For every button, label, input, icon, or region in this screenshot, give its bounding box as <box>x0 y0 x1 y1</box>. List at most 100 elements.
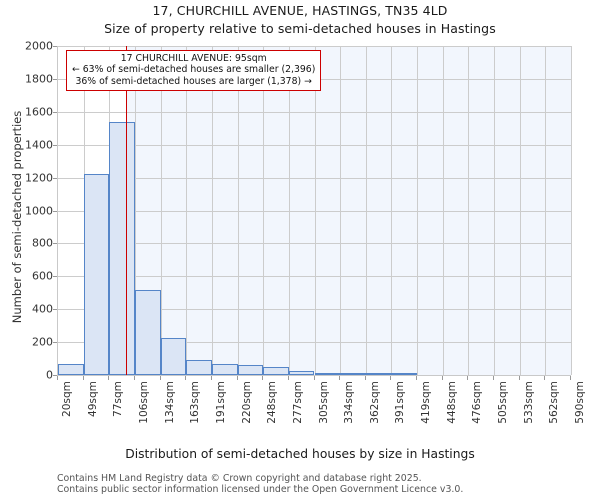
gridline-vertical <box>545 46 547 375</box>
y-axis-tick-mark <box>53 78 57 80</box>
x-axis-tick-label: 590sqm <box>574 381 586 424</box>
annotation-box: 17 CHURCHILL AVENUE: 95sqm ← 63% of semi… <box>66 50 322 92</box>
y-axis-tick-label: 1400 <box>25 138 53 152</box>
gridline-vertical <box>186 46 188 375</box>
bar <box>314 373 341 375</box>
y-axis-tick-label: 800 <box>32 236 53 250</box>
y-axis-tick-label: 1200 <box>25 171 53 185</box>
x-axis-tick-mark <box>518 376 520 380</box>
bar <box>391 373 418 375</box>
gridline-vertical <box>417 46 419 375</box>
gridline-vertical <box>571 46 572 375</box>
y-axis-tick-mark <box>53 111 57 113</box>
annotation-line-3: 36% of semi-detached houses are larger (… <box>75 75 312 87</box>
x-axis-tick-mark <box>287 376 289 380</box>
x-axis-tick-label: 277sqm <box>291 381 304 424</box>
x-axis-tick-mark <box>185 376 187 380</box>
x-axis-tick-mark <box>364 376 366 380</box>
y-axis-tick-mark <box>53 276 57 278</box>
bar <box>340 373 366 375</box>
x-axis-tick-label: 20sqm <box>61 381 73 418</box>
y-axis-tick-mark <box>53 309 57 311</box>
x-axis-tick-mark <box>339 376 341 380</box>
property-marker-line <box>125 46 128 375</box>
gridline-vertical <box>237 46 239 375</box>
y-axis-tick-mark <box>53 243 57 245</box>
footer-line-2: Contains public sector information licen… <box>57 484 464 496</box>
gridline-vertical <box>263 46 265 375</box>
gridline-vertical <box>211 46 213 375</box>
bar <box>134 289 161 375</box>
x-axis-tick-label: 248sqm <box>266 381 279 424</box>
bar <box>160 338 187 375</box>
x-axis-tick-mark <box>159 376 161 380</box>
y-axis-tick-label: 200 <box>32 335 53 349</box>
x-axis-tick-label: 362sqm <box>368 381 381 424</box>
y-axis-tick-label: 0 <box>46 368 53 382</box>
bar <box>211 363 238 375</box>
bar <box>186 360 212 375</box>
x-axis-tick-mark <box>493 376 495 380</box>
x-axis-tick-mark <box>210 376 212 380</box>
x-axis-tick-label: 419sqm <box>420 381 433 424</box>
gridline-vertical <box>468 46 470 375</box>
bar <box>365 373 392 375</box>
plot-area <box>57 46 572 376</box>
gridline-vertical <box>494 46 496 375</box>
x-axis-tick-label: 77sqm <box>112 381 125 418</box>
bar-series <box>58 46 571 375</box>
x-axis-tick-label: 106sqm <box>137 381 150 424</box>
y-axis-tick-label: 1000 <box>25 204 53 217</box>
x-axis-tick-label: 163sqm <box>189 381 202 424</box>
x-axis-tick-mark <box>82 376 84 380</box>
gridline-vertical <box>160 46 162 375</box>
x-axis-tick-label: 134sqm <box>163 381 176 424</box>
x-axis-tick-mark <box>441 376 443 380</box>
x-axis-tick-label: 305sqm <box>317 381 330 424</box>
x-axis-tick-mark <box>313 376 315 380</box>
x-axis-tick-mark <box>467 376 469 380</box>
gridline-vertical <box>365 46 367 375</box>
annotation-line-1: 17 CHURCHILL AVENUE: 95sqm <box>120 53 267 64</box>
gridline-vertical <box>314 46 316 375</box>
x-axis-tick-mark <box>262 376 264 380</box>
y-axis: Number of semi-detached properties 0 200 4… <box>0 0 57 500</box>
y-axis-tick-mark <box>53 375 57 376</box>
y-axis-tick-label: 1600 <box>25 105 53 119</box>
footer-line-1: Contains HM Land Registry data © Crown c… <box>57 473 422 484</box>
x-axis-tick-label: 391sqm <box>394 381 407 424</box>
gridline-vertical <box>134 46 136 375</box>
x-axis-tick-mark <box>544 376 546 380</box>
gridline-vertical <box>340 46 342 375</box>
x-axis-tick-label: 533sqm <box>522 381 535 424</box>
x-axis-tick-label: 191sqm <box>214 381 227 424</box>
x-axis-label: Distribution of semi-detached houses by … <box>125 447 475 461</box>
y-axis-tick-label: 400 <box>32 302 53 316</box>
bar <box>288 371 315 375</box>
bar <box>237 365 264 375</box>
x-axis-tick-label: 505sqm <box>497 381 510 424</box>
bar <box>263 367 289 375</box>
y-axis-tick-label: 1800 <box>25 72 53 86</box>
bar <box>109 122 135 375</box>
x-axis-tick-label: 448sqm <box>445 381 458 424</box>
page-title: 17, CHURCHILL AVENUE, HASTINGS, TN35 4LD <box>152 3 448 18</box>
x-axis-tick-mark <box>390 376 392 380</box>
footer-attribution: Contains HM Land Registry data © Crown c… <box>57 473 597 495</box>
x-axis-tick-label: 49sqm <box>86 381 99 418</box>
x-axis-tick-label: 562sqm <box>548 381 561 424</box>
x-axis-tick-mark <box>108 376 110 380</box>
x-axis-tick-label: 220sqm <box>240 381 253 424</box>
gridline-vertical <box>442 46 444 375</box>
gridline-vertical <box>391 46 393 375</box>
x-axis-tick-mark <box>570 376 571 380</box>
y-axis-tick-mark <box>53 144 57 146</box>
y-axis-tick-mark <box>53 177 57 179</box>
annotation-line-2: ← 63% of semi-detached houses are smalle… <box>72 64 316 76</box>
y-axis-tick-label: 2000 <box>25 39 53 53</box>
x-axis-tick-mark <box>57 376 58 380</box>
y-axis-label: Number of semi-detached properties <box>10 110 24 324</box>
x-axis-tick-mark <box>133 376 135 380</box>
y-axis-tick-label: 600 <box>32 269 53 283</box>
